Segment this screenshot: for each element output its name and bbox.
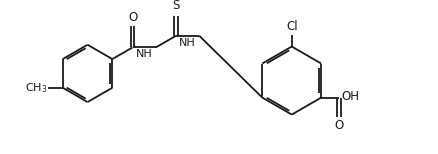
- Text: Cl: Cl: [286, 20, 297, 33]
- Text: OH: OH: [342, 90, 360, 103]
- Text: O: O: [128, 11, 137, 24]
- Text: NH: NH: [179, 38, 196, 48]
- Text: CH$_3$: CH$_3$: [25, 81, 47, 95]
- Text: S: S: [172, 0, 180, 12]
- Text: O: O: [335, 119, 344, 132]
- Text: NH: NH: [136, 49, 152, 59]
